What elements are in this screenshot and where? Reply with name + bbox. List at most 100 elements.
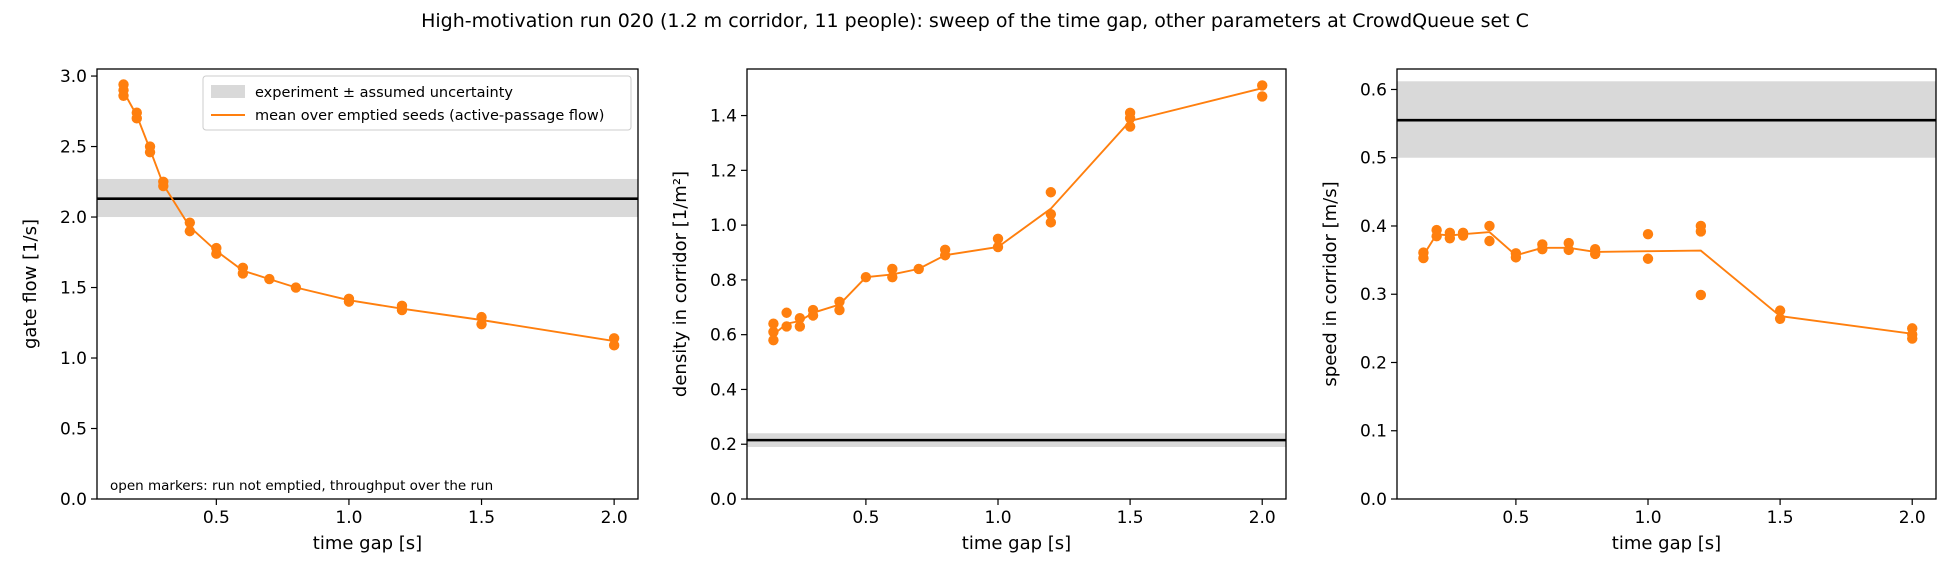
seed-point xyxy=(118,90,129,101)
seed-point xyxy=(1642,228,1654,240)
x-axis-label: time gap [s] xyxy=(1612,533,1721,554)
seed-point xyxy=(807,310,819,321)
x-tick-label: 1.0 xyxy=(1634,508,1661,528)
y-tick-label: 0.1 xyxy=(1360,422,1387,442)
seed-point xyxy=(184,225,196,237)
legend-swatch-band xyxy=(211,85,245,98)
plot-area xyxy=(97,79,638,351)
seed-point xyxy=(396,304,408,316)
y-axis-label: speed in corridor [m/s] xyxy=(1320,181,1341,386)
seed-point xyxy=(184,217,196,228)
seed-point xyxy=(290,282,302,293)
y-tick-label: 0.0 xyxy=(1360,490,1387,510)
seed-point xyxy=(1484,220,1495,232)
seed-point xyxy=(1124,113,1136,124)
seed-point xyxy=(1457,230,1469,241)
figure-title: High-motivation run 020 (1.2 m corridor,… xyxy=(421,10,1529,32)
seed-point xyxy=(1045,217,1057,228)
seed-point xyxy=(1257,91,1268,102)
seed-point xyxy=(264,273,275,285)
seed-point xyxy=(144,146,156,158)
y-tick-label: 2.5 xyxy=(60,138,87,158)
seed-point xyxy=(781,321,792,332)
seed-point xyxy=(768,318,779,329)
seed-point xyxy=(781,307,792,318)
seed-point xyxy=(476,318,487,330)
x-tick-label: 1.5 xyxy=(468,508,495,528)
x-tick-label: 1.5 xyxy=(1117,508,1144,528)
seed-point xyxy=(1510,252,1522,263)
seed-point xyxy=(768,326,779,338)
y-tick-label: 0.2 xyxy=(710,435,737,455)
seed-point xyxy=(860,271,872,283)
y-axis-label: gate flow [1/s] xyxy=(20,219,41,349)
y-tick-label: 0.5 xyxy=(60,420,87,440)
seed-point xyxy=(1537,243,1548,255)
y-tick-label: 0.6 xyxy=(710,326,737,346)
seed-point xyxy=(131,113,142,124)
seed-point xyxy=(794,321,806,332)
annotation: open markers: run not emptied, throughpu… xyxy=(110,478,493,494)
seed-point xyxy=(887,263,898,275)
y-tick-label: 1.5 xyxy=(60,279,87,299)
y-tick-label: 0.6 xyxy=(1360,80,1387,100)
x-tick-label: 0.5 xyxy=(203,508,230,528)
y-tick-label: 1.2 xyxy=(710,161,737,181)
seed-point xyxy=(1589,248,1601,260)
y-tick-label: 1.0 xyxy=(60,349,87,369)
seed-point xyxy=(237,268,249,279)
y-tick-label: 0.8 xyxy=(710,271,737,291)
seed-point xyxy=(1124,121,1136,132)
y-tick-label: 1.4 xyxy=(710,107,737,127)
y-tick-label: 3.0 xyxy=(60,67,87,87)
y-tick-label: 0.3 xyxy=(1360,285,1387,305)
x-tick-label: 0.5 xyxy=(1502,508,1529,528)
seed-point xyxy=(992,241,1004,253)
x-tick-label: 2.0 xyxy=(1899,508,1926,528)
axes-frame xyxy=(746,68,1287,500)
y-tick-label: 0.4 xyxy=(710,380,737,400)
legend-label: experiment ± assumed uncertainty xyxy=(255,85,513,101)
y-tick-label: 0.2 xyxy=(1360,353,1387,373)
legend-label: mean over emptied seeds (active-passage … xyxy=(255,108,604,124)
seed-point xyxy=(1444,233,1456,244)
seed-point xyxy=(1563,244,1574,256)
y-tick-label: 1.0 xyxy=(710,216,737,236)
seed-point xyxy=(158,180,169,192)
y-tick-label: 2.0 xyxy=(60,208,87,228)
seed-point xyxy=(794,313,806,324)
mean-line xyxy=(1422,231,1913,335)
y-tick-label: 0.4 xyxy=(1360,217,1387,237)
seed-point xyxy=(939,250,951,261)
seed-point xyxy=(1418,252,1429,264)
seed-point xyxy=(343,296,355,307)
seed-point xyxy=(1045,187,1057,198)
mean-line xyxy=(772,87,1263,336)
seed-point xyxy=(913,263,924,275)
x-tick-label: 1.5 xyxy=(1767,508,1794,528)
plot-area xyxy=(1397,81,1936,344)
seed-point xyxy=(1431,231,1442,242)
x-axis-label: time gap [s] xyxy=(962,533,1071,554)
legend-box xyxy=(202,75,632,131)
seed-point xyxy=(1642,253,1654,264)
x-tick-label: 0.5 xyxy=(852,508,879,528)
seed-point xyxy=(211,248,222,259)
seed-point xyxy=(1695,226,1707,237)
y-tick-label: 0.0 xyxy=(60,490,87,510)
seed-point xyxy=(992,233,1004,245)
plot-area xyxy=(747,80,1286,447)
seed-point xyxy=(1484,235,1495,247)
x-tick-label: 2.0 xyxy=(1249,508,1276,528)
seed-point xyxy=(1045,208,1057,220)
seed-point xyxy=(608,340,620,351)
y-tick-label: 0.0 xyxy=(710,490,737,510)
x-axis-label: time gap [s] xyxy=(313,533,422,554)
subplot-1: 0.5 1.0 1.5 2.0 0.0 0.5 1.0 1.5 2.0 2.5 3.0 time ga… xyxy=(20,67,639,554)
seed-point xyxy=(1695,289,1707,301)
seed-point xyxy=(887,271,898,283)
seed-point xyxy=(768,334,779,346)
legend: experiment ± assumed uncertainty mean ove… xyxy=(202,75,632,131)
subplot-3: 0.5 1.0 1.5 2.0 0.0 0.1 0.2 0.3 0.4 0.5 0.6 time ga… xyxy=(1320,68,1937,554)
